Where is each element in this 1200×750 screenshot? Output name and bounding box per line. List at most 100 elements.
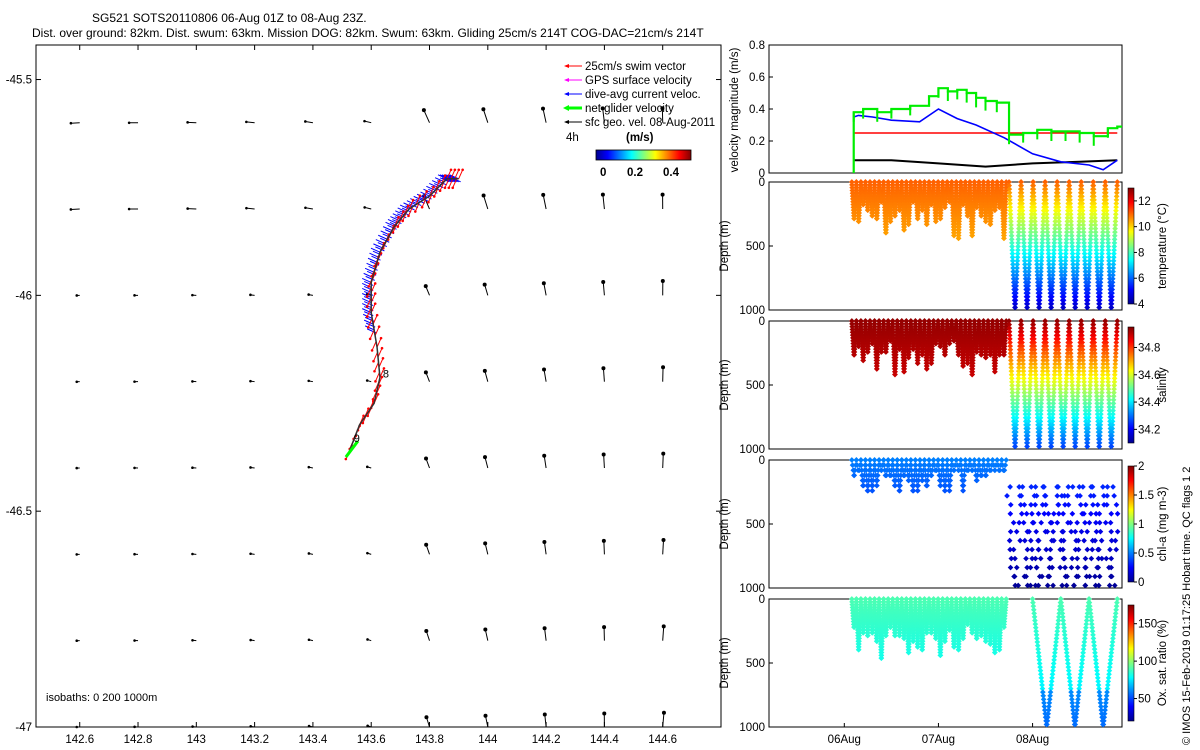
temperature-point	[1055, 197, 1061, 203]
temperature-point	[1022, 272, 1029, 279]
temperature-point	[1027, 240, 1034, 246]
temperature-point	[1086, 265, 1093, 271]
sfc-velocity-arrow	[542, 108, 547, 123]
temperature-point	[1112, 225, 1118, 232]
temperature-point	[1075, 240, 1082, 246]
temperature-point	[1114, 186, 1120, 192]
temperature-point	[1103, 204, 1110, 210]
temperature-point	[1076, 215, 1083, 221]
isobaths-label: isobaths: 0 200 1000m	[46, 692, 157, 704]
temperature-point	[1007, 204, 1014, 210]
temperature-point	[1052, 215, 1059, 221]
salinity-point	[1060, 443, 1067, 450]
temperature-point	[1049, 272, 1056, 279]
chla-point	[1029, 510, 1035, 517]
temperature-point	[1019, 204, 1026, 210]
swim-vector-head	[366, 326, 370, 329]
temperature-point	[1111, 243, 1118, 250]
temperature-point	[1097, 275, 1104, 282]
temperature-point	[1037, 275, 1044, 282]
temperature-point	[1015, 243, 1021, 250]
temperature-point	[1026, 254, 1033, 261]
chla-point	[974, 477, 980, 484]
dac-vector	[399, 210, 409, 216]
temperature-point	[1006, 193, 1013, 200]
legend-net-arrowhead	[563, 105, 569, 111]
salinity-point	[864, 349, 871, 355]
chla-point	[1096, 546, 1102, 553]
temperature-point	[1057, 236, 1063, 243]
temperature-point	[1055, 204, 1062, 210]
sfc-velocity-arrowhead	[421, 108, 426, 113]
chla-point	[1107, 519, 1114, 526]
temperature-point	[1088, 229, 1094, 236]
temperature-point	[1082, 258, 1088, 264]
temperature-point	[1106, 261, 1112, 268]
sfc-velocity-arrowhead	[483, 541, 488, 546]
temperature-point	[1079, 204, 1086, 210]
chla-cbar-tick-label: 1	[1138, 519, 1144, 531]
chla-point	[1057, 564, 1063, 571]
temperature-point	[1033, 250, 1040, 257]
salinity-point	[883, 349, 889, 355]
temperature-point	[1068, 225, 1075, 232]
salinity-point	[856, 343, 862, 350]
map-xtick-label: 144.6	[648, 734, 677, 746]
temperature-point	[1088, 222, 1095, 228]
map-frame	[35, 44, 722, 728]
temperature-point	[1097, 279, 1104, 286]
temperature-point	[1051, 240, 1058, 246]
swim-vector-head	[367, 407, 370, 410]
sfc-velocity-arrow	[543, 541, 547, 555]
temperature-point	[1081, 240, 1087, 246]
chla-point	[1074, 555, 1081, 562]
sfc-velocity-arrowhead	[601, 452, 606, 457]
temperature-point	[1063, 243, 1069, 250]
swim-vector-head	[365, 305, 369, 308]
swim-vector	[374, 362, 379, 372]
chla-point	[1042, 501, 1049, 508]
map-axis-ticks: 142.6 142.8 143 143.2 143.4 143.6 143.8 144 144.…	[6, 45, 721, 746]
temperature-point	[1082, 261, 1088, 268]
temperature-point	[1080, 225, 1087, 232]
oxygen-cbar-tick-label: 150	[1138, 619, 1157, 631]
temperature-point	[1079, 193, 1085, 200]
chla-point	[1063, 582, 1070, 589]
temperature-point	[1027, 232, 1034, 239]
temperature-point	[1106, 258, 1112, 264]
swim-vector-head	[432, 195, 436, 198]
temperature-point	[1080, 215, 1086, 221]
salinity-point	[1012, 443, 1019, 450]
temperature-point	[1049, 275, 1056, 282]
temperature-point	[1050, 265, 1056, 271]
sfc-velocity-arrowhead	[191, 466, 194, 470]
dac-vector	[397, 207, 407, 213]
dac-vector	[392, 213, 403, 219]
chla-point	[1035, 510, 1042, 517]
chla-point	[1108, 573, 1114, 580]
salinity-point	[869, 340, 876, 347]
temperature-point	[1036, 297, 1043, 304]
temperature-point	[1007, 200, 1013, 207]
chla-point	[1096, 510, 1103, 517]
temperature-point	[914, 215, 921, 222]
temperature-point	[1038, 258, 1045, 264]
temperature-point	[1088, 215, 1095, 221]
temperature-point	[1027, 229, 1034, 236]
sfc-velocity-arrowhead	[482, 282, 487, 287]
chla-point	[1113, 546, 1120, 553]
sfc-velocity-arrowhead	[186, 207, 189, 210]
temperature-point	[1036, 304, 1043, 311]
temperature-point	[1090, 186, 1097, 192]
temperature-point	[1026, 265, 1032, 271]
temperature-point	[1090, 182, 1097, 189]
temperature-point	[1092, 229, 1099, 236]
temperature-point	[905, 221, 912, 228]
temperature-point	[1110, 254, 1117, 261]
chla-point	[1088, 510, 1094, 517]
temperature-point	[1091, 197, 1097, 203]
dac-vector	[371, 255, 381, 261]
chla-point	[1007, 501, 1014, 508]
temperature-point	[1031, 197, 1037, 203]
temperature-point	[1085, 275, 1092, 282]
